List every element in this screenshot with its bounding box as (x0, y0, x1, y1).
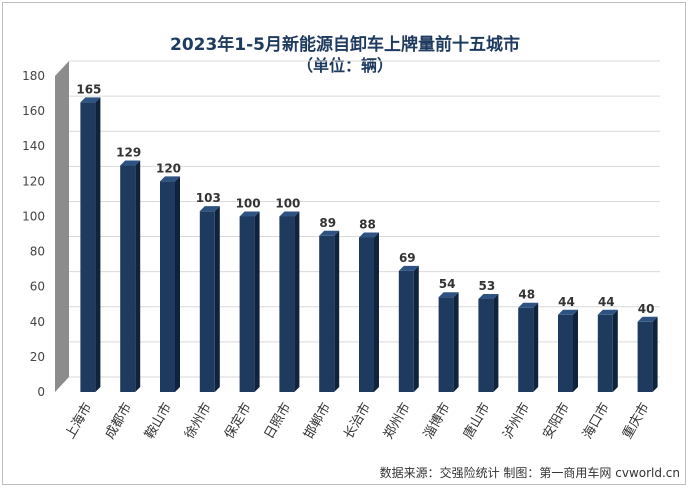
y-tick-label: 100 (22, 209, 45, 223)
data-labels: 165 129 120 103 100 100 89 88 69 54 53 48 44 44 40 (76, 82, 654, 315)
x-tick-label: 淄博市 (420, 400, 453, 442)
y-tick-label: 0 (37, 385, 45, 399)
data-label: 48 (518, 288, 535, 302)
bar (80, 97, 101, 392)
x-tick-label: 上海市 (62, 400, 95, 442)
data-label: 129 (116, 146, 141, 160)
y-tick-label: 160 (22, 104, 45, 118)
y-tick-label: 60 (30, 280, 45, 294)
bar (199, 206, 220, 392)
chart-frame (2, 2, 686, 485)
bars (80, 97, 658, 392)
bar (438, 292, 459, 392)
bar (239, 211, 260, 392)
x-tick-label: 徐州市 (181, 400, 214, 442)
y-tick-label: 140 (22, 139, 45, 153)
bar (518, 302, 539, 392)
data-label: 89 (319, 216, 336, 230)
bar (558, 309, 578, 392)
y-tick-label: 120 (22, 174, 45, 188)
x-tick-label: 郑州市 (380, 400, 413, 442)
y-tick-labels: 0 20 40 60 80 100 120 140 160 180 (22, 69, 45, 399)
x-tick-label: 邯郸市 (301, 400, 334, 442)
x-tick-label: 日照市 (261, 400, 294, 442)
data-label: 165 (76, 82, 101, 96)
data-label: 54 (439, 277, 456, 291)
x-tick-labels: 上海市 成都市 鞍山市 徐州市 保定市 日照市 邯郸市 长治市 郑州市 淄博市 唐山市 泸州市 安阳市海… (62, 400, 653, 442)
y-tick-label: 180 (22, 69, 45, 83)
data-label: 100 (236, 196, 261, 210)
bar (279, 211, 300, 392)
bar (597, 309, 618, 392)
x-tick-label: 泸州市 (500, 400, 533, 442)
y-tick-label: 40 (30, 315, 45, 329)
data-label: 40 (638, 302, 655, 316)
x-tick-label: 唐山市 (460, 400, 493, 442)
bar (160, 176, 180, 392)
x-tick-label: 安阳市 (540, 400, 573, 442)
y-tick-label: 80 (30, 245, 45, 259)
source-note: 数据来源：交强险统计 制图：第一商用车网 cvworld.cn (379, 466, 680, 480)
data-label: 100 (275, 196, 300, 210)
x-tick-label: 保定市 (221, 400, 254, 442)
chart-title: 2023年1-5月新能源自卸车上牌量前十五城市 (169, 35, 521, 55)
x-tick-label: 长治市 (341, 400, 374, 442)
bar (478, 293, 499, 392)
data-label: 120 (156, 161, 181, 175)
x-tick-label: 成都市 (102, 400, 135, 442)
data-label: 69 (399, 251, 416, 265)
data-label: 53 (479, 279, 496, 293)
y-axis-wall (55, 61, 69, 392)
data-label: 44 (598, 295, 615, 309)
x-tick-label: 重庆市 (619, 400, 652, 442)
x-tick-label: 海口市 (579, 400, 612, 442)
bar (398, 265, 419, 392)
bar (319, 230, 340, 392)
data-label: 44 (558, 295, 575, 309)
bar (637, 316, 658, 392)
bar (359, 232, 379, 392)
data-label: 88 (359, 218, 376, 232)
y-tick-label: 20 (30, 350, 45, 364)
x-tick-label: 鞍山市 (142, 400, 175, 442)
bar (120, 160, 141, 392)
data-label: 103 (196, 191, 221, 205)
